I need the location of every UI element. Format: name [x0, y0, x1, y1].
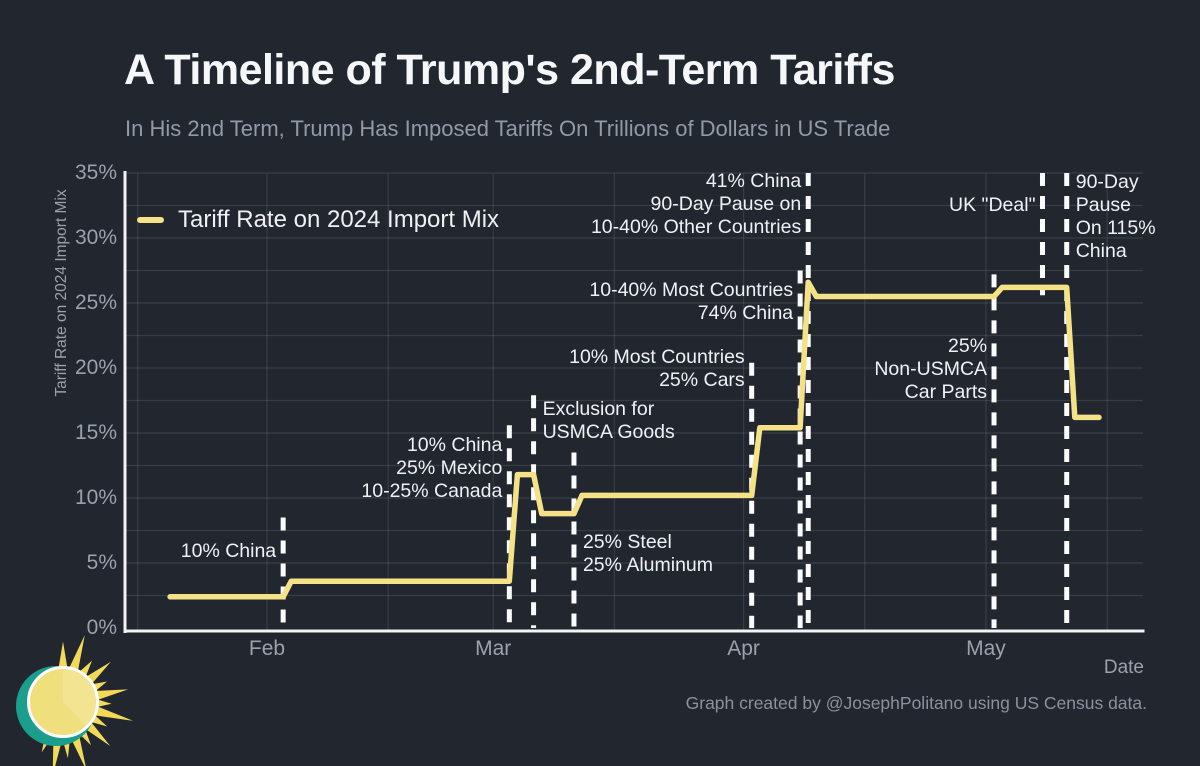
x-tick-label: May: [966, 637, 1006, 660]
x-tick-label: Feb: [248, 637, 286, 660]
x-axis-title: Date: [1103, 657, 1144, 678]
y-tick-label: 35%: [74, 161, 117, 184]
y-tick-label: 20%: [74, 356, 117, 379]
event-annotation: 10% China: [180, 539, 277, 562]
y-tick-label: 10%: [74, 486, 117, 509]
sun-body: [27, 666, 99, 738]
y-tick-label: 30%: [74, 226, 117, 249]
event-annotation: 90-Day Pause On 115% China: [1075, 171, 1156, 263]
legend-label: Tariff Rate on 2024 Import Mix: [178, 206, 500, 233]
footer-credit: Graph created by @JosephPolitano using U…: [685, 693, 1147, 713]
event-annotation: 10-40% Most Countries 74% China: [589, 278, 794, 324]
legend-line-swatch: [137, 216, 164, 224]
y-tick-label: 15%: [74, 421, 117, 444]
y-axis-title: Tariff Rate on 2024 Import Mix: [53, 189, 70, 397]
sun-ray: [66, 635, 85, 678]
x-tick-label: Mar: [475, 637, 512, 660]
page-title: A Timeline of Trump's 2nd-Term Tariffs: [124, 46, 895, 94]
page-subtitle: In His 2nd Term, Trump Has Imposed Tarif…: [125, 116, 891, 141]
sun-highlight-wedge: [63, 669, 96, 726]
y-axis-spine: [123, 171, 127, 633]
sun-ray: [57, 641, 69, 674]
y-tick-label: 0%: [86, 616, 117, 639]
event-annotation: UK "Deal": [949, 194, 1036, 216]
event-annotation: 41% China 90-Day Pause on 10-40% Other Cou…: [590, 169, 802, 238]
sun-logo: [16, 635, 133, 766]
x-tick-label: Apr: [727, 637, 760, 660]
y-tick-label: 5%: [86, 551, 117, 574]
event-annotation: 10% China 25% Mexico 10-25% Canada: [361, 433, 503, 502]
event-annotation: 25% Non-USMCA Car Parts: [874, 334, 988, 403]
legend: Tariff Rate on 2024 Import Mix: [137, 206, 499, 234]
event-annotation: 10% Most Countries 25% Cars: [569, 346, 745, 392]
series-line: [167, 279, 1102, 600]
event-annotation: Exclusion for USMCA Goods: [542, 398, 675, 444]
y-tick-label: 25%: [74, 291, 117, 314]
sun-ray: [88, 704, 133, 721]
x-axis-spine: [123, 629, 1145, 633]
event-annotation: 25% Steel 25% Aluminum: [582, 530, 714, 576]
sun-ray: [89, 689, 129, 702]
